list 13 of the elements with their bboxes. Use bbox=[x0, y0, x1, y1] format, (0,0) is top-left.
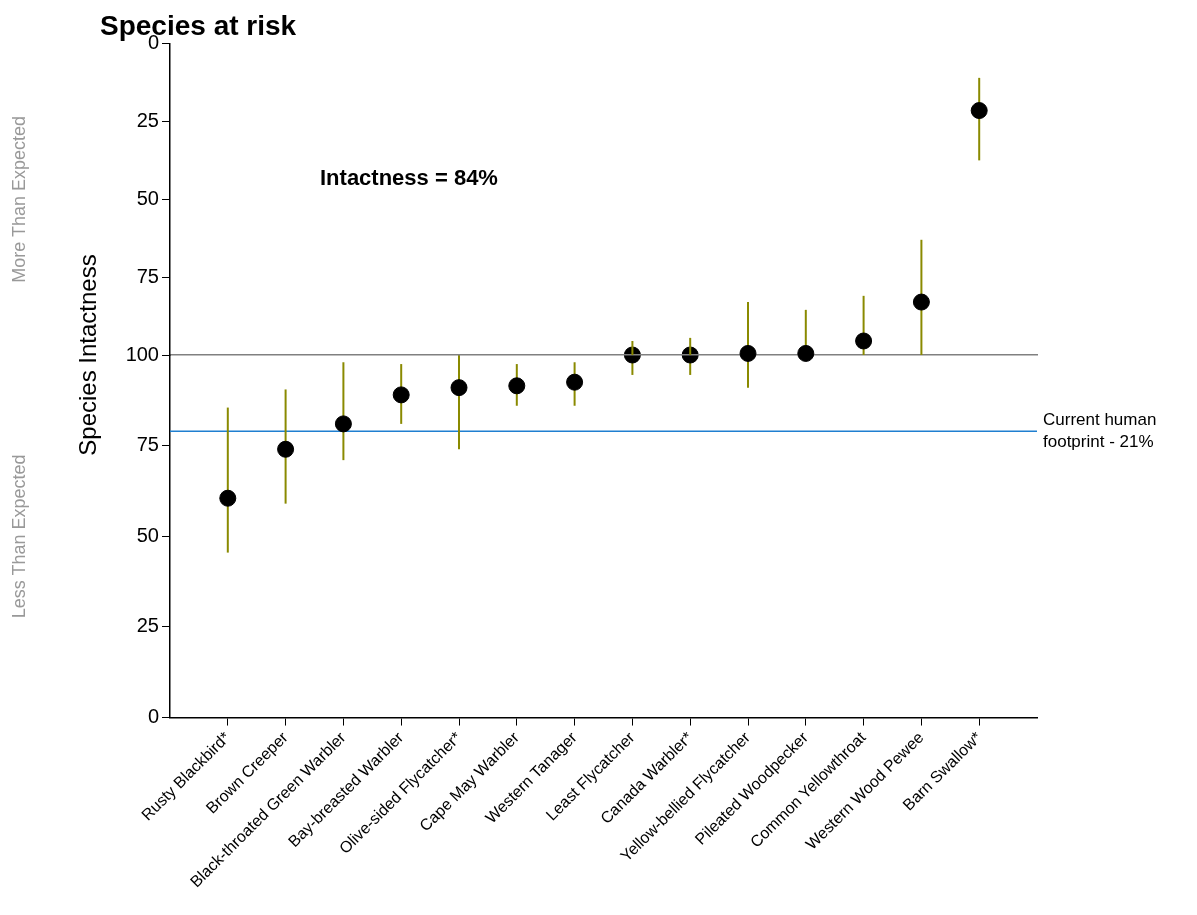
y-axis-title: Species Intactness bbox=[74, 254, 102, 456]
y-tick-label: 25 bbox=[136, 614, 159, 637]
ref-line-label: Current human footprint - 21% bbox=[1043, 409, 1157, 451]
y-tick-label: 75 bbox=[136, 433, 159, 456]
y-tick-label: 50 bbox=[136, 523, 159, 546]
text: Less Than Expected bbox=[8, 454, 29, 619]
y-tick-label: 100 bbox=[125, 342, 159, 365]
y-tick-label: 0 bbox=[147, 705, 159, 728]
text: More Than Expected bbox=[8, 115, 29, 283]
y-tick-label: 25 bbox=[136, 108, 159, 131]
y-tick-label: 75 bbox=[136, 264, 159, 287]
annotation: Intactness = 84% bbox=[320, 164, 498, 190]
y-tick-label: 50 bbox=[136, 186, 159, 209]
